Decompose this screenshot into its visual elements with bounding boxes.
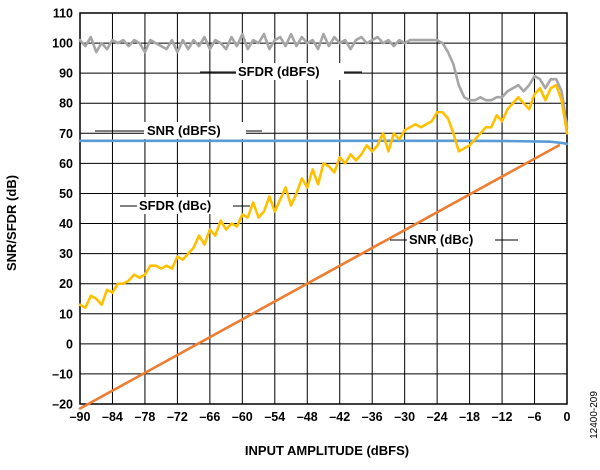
y-tick-label: 80	[59, 97, 73, 111]
x-tick-label: –12	[492, 410, 513, 424]
y-tick-label: –10	[52, 367, 73, 381]
x-tick-label: –90	[70, 410, 91, 424]
y-tick-label: 50	[59, 187, 73, 201]
annotation-snr-dbfs: SNR (dBFS)	[147, 123, 221, 138]
x-axis-title: INPUT AMPLITUDE (dBFS)	[245, 443, 409, 458]
plot-frame	[79, 12, 568, 405]
x-tick-label: –60	[232, 410, 253, 424]
annotation-bg-sfdr-dbc	[137, 197, 233, 214]
x-tick-label: –78	[135, 410, 156, 424]
y-tick-label: 90	[59, 67, 73, 81]
y-tick-label: –20	[52, 398, 73, 412]
y-tick-label: 20	[59, 277, 73, 291]
x-tick-label: –18	[459, 410, 480, 424]
annotation-snr-dbc: SNR (dBc)	[409, 232, 473, 247]
x-tick-label: –36	[362, 410, 383, 424]
y-tick-label: 70	[59, 127, 73, 141]
series-line-sfdr-dbc	[78, 83, 569, 310]
series-line-snr-dbfs	[78, 139, 569, 146]
y-tick-label: 60	[59, 157, 73, 171]
annotation-bg-sfdr-dbfs	[236, 63, 344, 80]
x-tick-label: –30	[394, 410, 415, 424]
annotation-sfdr-dbc: SFDR (dBc)	[139, 198, 211, 213]
annotation-bg-snr-dbfs	[144, 122, 246, 139]
x-tick-label: –66	[199, 410, 220, 424]
y-tick-label: 10	[59, 307, 73, 321]
series-line-snr-dbc	[78, 144, 561, 410]
y-tick-label: 30	[59, 247, 73, 261]
annotation-sfdr-dbfs: SFDR (dBFS)	[238, 64, 320, 79]
x-tick-label: –84	[102, 410, 123, 424]
figure-id: 12400-209	[589, 391, 600, 439]
y-axis-title: SNR/SFDR (dB)	[4, 175, 19, 271]
annotation-bg-snr-dbc	[407, 231, 495, 248]
x-tick-label: –24	[427, 410, 448, 424]
y-tick-label: 0	[66, 337, 73, 351]
x-tick-label: –42	[329, 410, 350, 424]
tick-label-layer: –90 –84 –78 –72 –66 –60 –54 –48 –42 –36 –30 –24 –18–…	[52, 7, 570, 425]
y-tick-label: 40	[59, 217, 73, 231]
series-line-sfdr-dbfs	[78, 32, 569, 129]
series-layer	[78, 32, 569, 410]
x-tick-label: 0	[564, 410, 571, 424]
y-tick-label: 110	[53, 7, 73, 21]
y-tick-label: 100	[52, 37, 73, 51]
x-tick-label: –48	[297, 410, 318, 424]
x-tick-label: –72	[167, 410, 188, 424]
x-tick-label: –54	[264, 410, 285, 424]
annotation-layer: SFDR (dBFS) SNR (dBFS) SFDR (dBc) SNR (d…	[95, 63, 518, 248]
x-tick-label: –6	[528, 410, 542, 424]
